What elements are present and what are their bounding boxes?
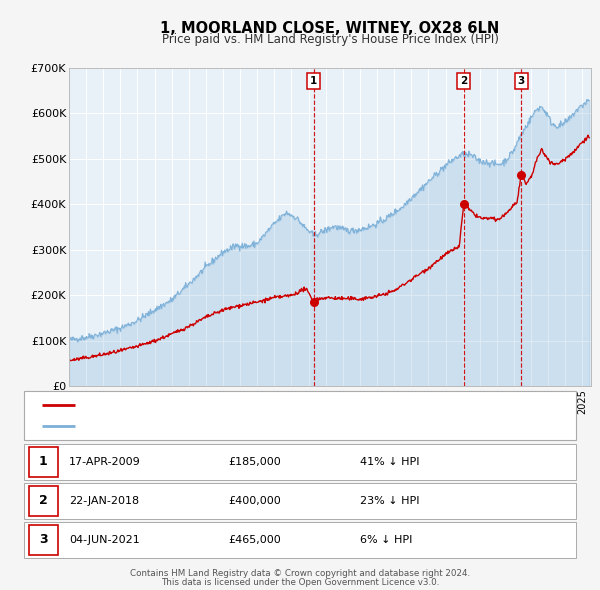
Text: 04-JUN-2021: 04-JUN-2021 <box>69 535 140 545</box>
Text: 3: 3 <box>518 76 525 86</box>
Text: £465,000: £465,000 <box>228 535 281 545</box>
Text: 1, MOORLAND CLOSE, WITNEY, OX28 6LN: 1, MOORLAND CLOSE, WITNEY, OX28 6LN <box>160 21 500 35</box>
Text: 22-JAN-2018: 22-JAN-2018 <box>69 496 139 506</box>
Text: This data is licensed under the Open Government Licence v3.0.: This data is licensed under the Open Gov… <box>161 578 439 588</box>
Text: 23% ↓ HPI: 23% ↓ HPI <box>360 496 419 506</box>
Text: 3: 3 <box>39 533 47 546</box>
Text: 2: 2 <box>39 494 47 507</box>
Text: £400,000: £400,000 <box>228 496 281 506</box>
Text: Price paid vs. HM Land Registry's House Price Index (HPI): Price paid vs. HM Land Registry's House … <box>161 33 499 46</box>
Text: 17-APR-2009: 17-APR-2009 <box>69 457 141 467</box>
Text: 1: 1 <box>310 76 317 86</box>
Text: 1, MOORLAND CLOSE, WITNEY, OX28 6LN (detached house): 1, MOORLAND CLOSE, WITNEY, OX28 6LN (det… <box>81 399 392 409</box>
Text: Contains HM Land Registry data © Crown copyright and database right 2024.: Contains HM Land Registry data © Crown c… <box>130 569 470 578</box>
Text: HPI: Average price, detached house, West Oxfordshire: HPI: Average price, detached house, West… <box>81 421 364 431</box>
Text: 2: 2 <box>460 76 467 86</box>
Text: 41% ↓ HPI: 41% ↓ HPI <box>360 457 419 467</box>
Text: 1: 1 <box>39 455 47 468</box>
Text: 6% ↓ HPI: 6% ↓ HPI <box>360 535 412 545</box>
Text: £185,000: £185,000 <box>228 457 281 467</box>
